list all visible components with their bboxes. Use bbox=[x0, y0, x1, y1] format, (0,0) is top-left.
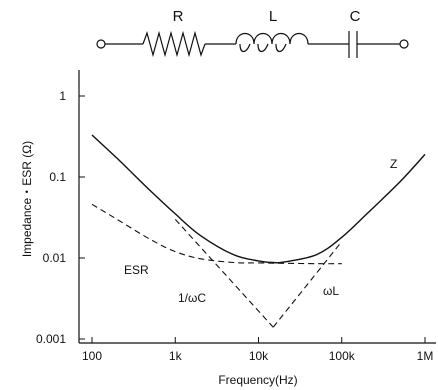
inductor-symbol bbox=[235, 32, 309, 53]
chart-axes bbox=[78, 70, 436, 344]
x-tick-label: 1M bbox=[417, 349, 434, 363]
x-axis-label: Frequency(Hz) bbox=[218, 373, 297, 387]
resistor-label: R bbox=[173, 8, 184, 25]
tick-labels: 100 1k 10k 100k 1M 0.001 0.01 0.1 1 bbox=[36, 89, 433, 363]
x-tick-label: 10k bbox=[249, 349, 269, 363]
x-tick-label: 100k bbox=[329, 349, 356, 363]
annotation-esr: ESR bbox=[124, 263, 149, 277]
y-tick-label: 0.01 bbox=[43, 251, 67, 265]
x-tick-label: 100 bbox=[82, 349, 102, 363]
series-inverse-omega-c-line bbox=[174, 219, 274, 328]
inductor-label: L bbox=[269, 8, 277, 25]
y-tick-label: 1 bbox=[59, 89, 66, 103]
right-terminal bbox=[399, 39, 409, 49]
plot-area bbox=[91, 134, 426, 328]
x-tick-label: 1k bbox=[169, 349, 183, 363]
series-omega-l-line bbox=[272, 241, 343, 328]
y-tick-label: 0.1 bbox=[49, 170, 66, 184]
resistor-symbol bbox=[142, 30, 206, 58]
capacitor-label: C bbox=[350, 8, 361, 25]
circuit-diagram bbox=[96, 30, 409, 58]
series-z-line bbox=[91, 134, 426, 264]
annotation-omega-l: ωL bbox=[323, 284, 339, 298]
annotation-inverse-omega-c: 1/ωC bbox=[178, 291, 206, 305]
y-axis-label: Impedance・ESR (Ω) bbox=[20, 141, 34, 257]
annotation-z: Z bbox=[390, 157, 397, 171]
y-tick-label: 0.001 bbox=[36, 332, 66, 346]
series-esr-line bbox=[91, 203, 342, 265]
left-terminal bbox=[96, 39, 106, 49]
